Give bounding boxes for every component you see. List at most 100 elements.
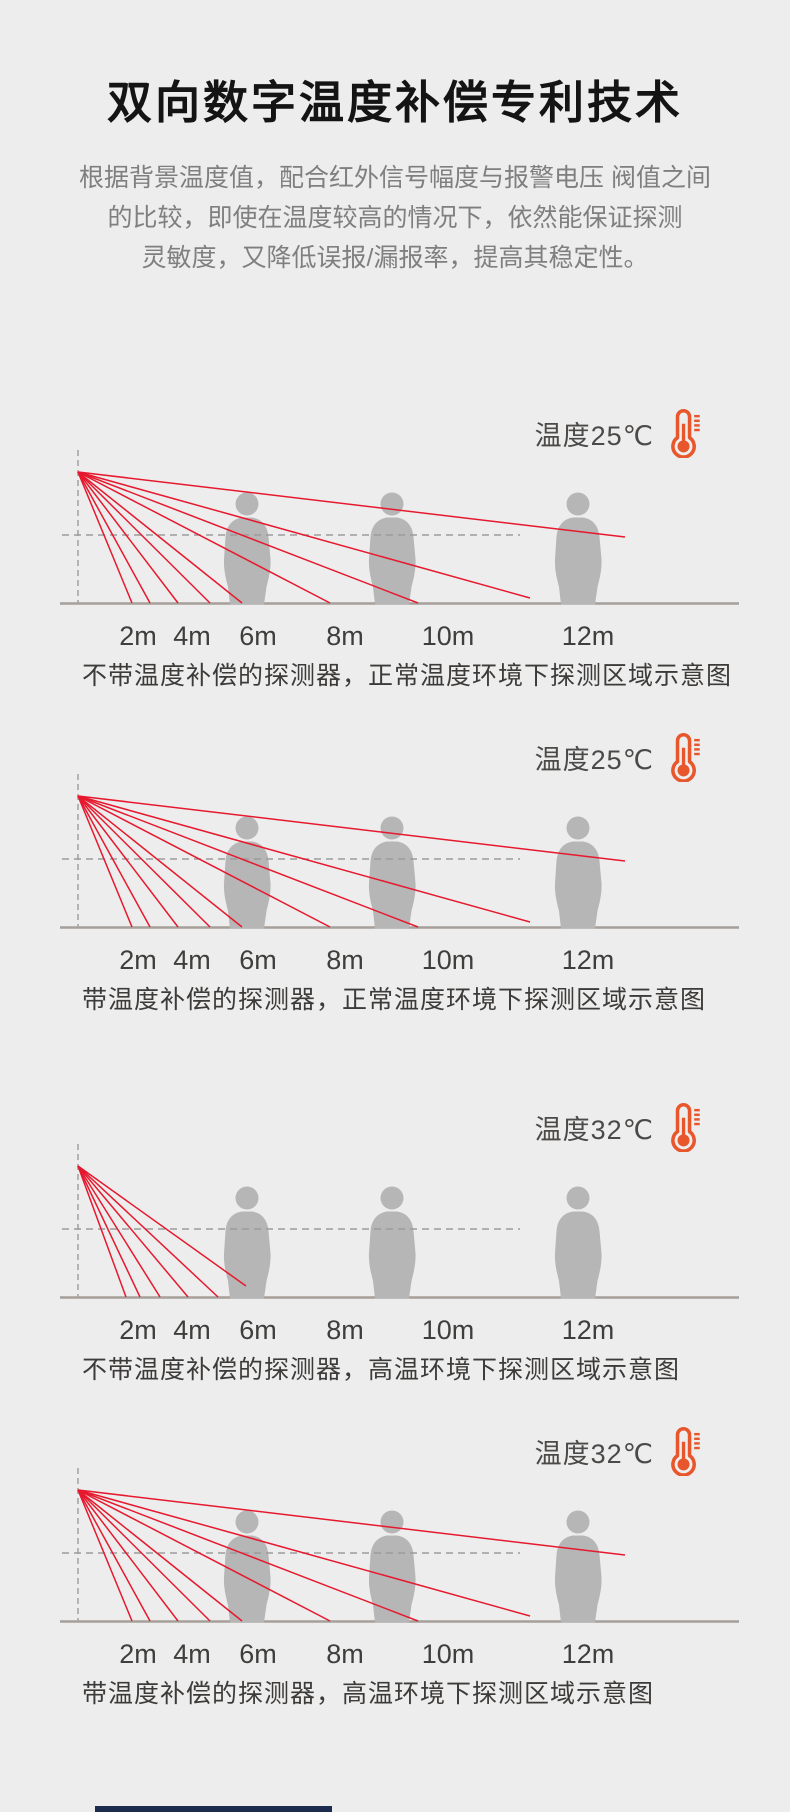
distance-label: 8m (326, 621, 364, 651)
detection-ray (77, 795, 419, 928)
detection-ray (77, 471, 151, 604)
distance-label: 4m (173, 621, 211, 651)
diagram-caption: 带温度补偿的探测器，高温环境下探测区域示意图 (82, 1680, 655, 1708)
distance-label: 6m (239, 1315, 277, 1345)
distance-label: 12m (562, 945, 615, 975)
distance-label: 10m (422, 1315, 475, 1345)
detection-diagram-block-2: 温度25℃ 2m 4m 6m 8m 10m 12m 带温度补偿的探测器，正常温度环境下探测… (0, 732, 790, 1016)
distance-label: 8m (326, 1639, 364, 1669)
detection-chart: 2m 4m 6m 8m 10m 12m (60, 1468, 739, 1669)
thermometer-ticks (694, 1108, 700, 1126)
person-silhouette (223, 492, 271, 605)
detection-rays (77, 471, 626, 604)
distance-label: 10m (422, 945, 475, 975)
distance-label: 8m (326, 945, 364, 975)
detection-ray (77, 1165, 127, 1298)
detection-ray (77, 795, 151, 928)
detection-ray (77, 471, 211, 604)
thermometer-icon (671, 1427, 700, 1476)
person-silhouette (223, 816, 271, 929)
detection-ray (77, 471, 626, 538)
distance-label: 12m (562, 1639, 615, 1669)
temperature-row: 温度32℃ (0, 1426, 790, 1476)
distance-label: 6m (239, 1639, 277, 1669)
temperature-row: 温度32℃ (0, 1102, 790, 1152)
diagram-caption: 不带温度补偿的探测器，正常温度环境下探测区域示意图 (82, 662, 733, 690)
page-description: 根据背景温度值，配合红外信号幅度与报警电压 阀值之间 的比较，即使在温度较高的情… (79, 164, 711, 272)
detection-ray (77, 1165, 141, 1298)
detection-diagram-block-4: 温度32℃ 2m 4m 6m 8m 10m 12m 带温度补偿的探测器，高温环境下探测区域… (0, 1426, 790, 1710)
detection-chart: 2m 4m 6m 8m 10m 12m (60, 1144, 739, 1345)
detection-diagram-block-1: 温度25℃ 2m 4m 6m 8m 10m 12m 不带温度补偿的探测器，正常温度环境下探… (0, 408, 790, 692)
person-silhouette (554, 492, 602, 605)
distance-label: 4m (173, 1639, 211, 1669)
detection-ray (77, 1489, 243, 1622)
person-silhouette (368, 1186, 416, 1299)
temperature-label: 温度32℃ (534, 1438, 654, 1469)
distance-label: 4m (173, 945, 211, 975)
thermometer-icon (671, 733, 700, 782)
detection-ray (77, 1489, 179, 1622)
next-section-edge (95, 1806, 332, 1812)
thermometer-ticks (694, 414, 700, 432)
detection-ray (77, 1489, 626, 1556)
detection-rays (77, 795, 626, 928)
detection-ray (77, 1165, 161, 1298)
thermometer-core (681, 747, 686, 771)
temperature-label: 温度25℃ (534, 420, 654, 451)
person-silhouette (223, 1510, 271, 1623)
detection-diagram-block-3: 温度32℃ 2m 4m 6m 8m 10m 12m 不带温度补偿的探测器，高温环境下探测区… (0, 1102, 790, 1386)
detection-ray (77, 795, 179, 928)
detection-ray (77, 471, 331, 604)
distance-label: 2m (119, 1639, 157, 1669)
temperature-label: 温度25℃ (534, 744, 654, 775)
diagram-caption: 带温度补偿的探测器，正常温度环境下探测区域示意图 (82, 986, 707, 1014)
distance-label: 2m (119, 621, 157, 651)
detection-chart: 2m 4m 6m 8m 10m 12m (60, 774, 739, 975)
detection-ray (77, 471, 419, 604)
detection-ray (77, 471, 179, 604)
detection-ray (77, 1165, 219, 1298)
detection-ray (77, 1489, 211, 1622)
thermometer-core (681, 1441, 686, 1465)
diagram-list: 温度25℃ 2m 4m 6m 8m 10m 12m 不带温度补偿的探测器，正常温度环境下探… (0, 408, 790, 1710)
thermometer-bulb (677, 764, 690, 777)
detection-ray (77, 471, 531, 599)
distance-label: 12m (562, 1315, 615, 1345)
detection-ray (77, 795, 626, 862)
thermometer-outline (671, 733, 696, 782)
detection-ray (77, 1489, 419, 1622)
distance-label: 12m (562, 621, 615, 651)
detection-rays (77, 1165, 247, 1298)
distance-label: 10m (422, 621, 475, 651)
distance-label: 10m (422, 1639, 475, 1669)
page-title: 双向数字温度补偿专利技术 (106, 77, 683, 128)
thermometer-icon (671, 409, 700, 458)
thermometer-outline (671, 1103, 696, 1152)
temperature-label: 温度32℃ (534, 1114, 654, 1145)
detection-rays (77, 1489, 626, 1622)
thermometer-core (681, 1117, 686, 1141)
detection-ray (77, 795, 331, 928)
thermometer-outline (671, 409, 696, 458)
detection-ray (77, 1489, 531, 1617)
thermometer-bulb (677, 440, 690, 453)
temperature-row: 温度25℃ (0, 408, 790, 458)
detection-ray (77, 795, 531, 923)
detection-ray (77, 795, 133, 928)
thermometer-ticks (694, 738, 700, 756)
distance-label: 2m (119, 1315, 157, 1345)
detection-ray (77, 1489, 331, 1622)
distance-label: 2m (119, 945, 157, 975)
distance-label: 6m (239, 621, 277, 651)
detection-chart: 2m 4m 6m 8m 10m 12m (60, 450, 739, 651)
person-silhouette (554, 816, 602, 929)
thermometer-icon (671, 1103, 700, 1152)
detection-ray (77, 471, 133, 604)
person-silhouette (223, 1186, 271, 1299)
detection-ray (77, 795, 243, 928)
temperature-row: 温度25℃ (0, 732, 790, 782)
detection-ray (77, 1489, 151, 1622)
person-silhouette (554, 1186, 602, 1299)
